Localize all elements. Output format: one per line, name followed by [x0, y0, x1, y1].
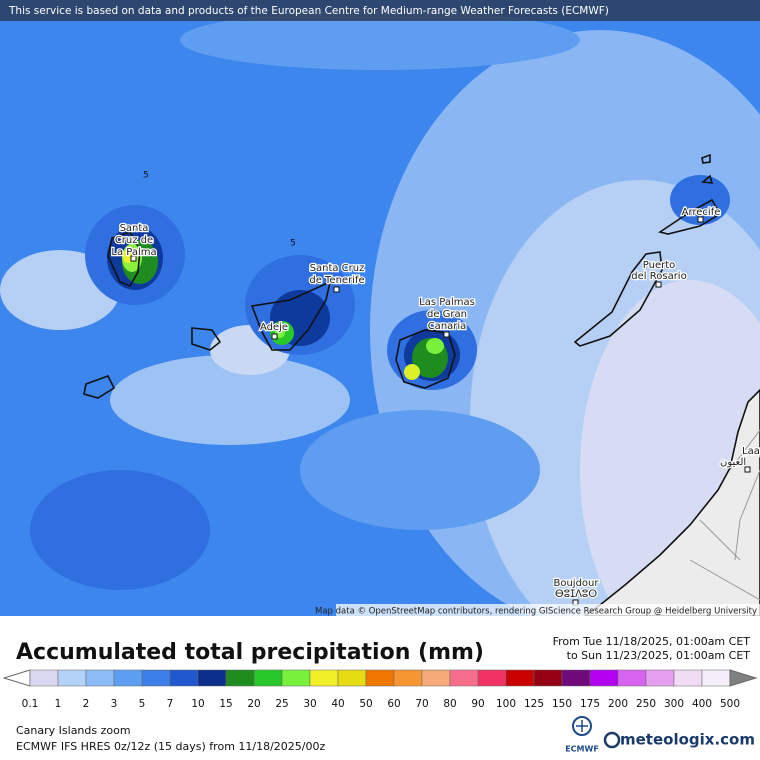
- scale-box: [29, 669, 59, 687]
- island-outlines: [83, 153, 722, 399]
- place-label: ⴱⵓⵊⴷⵓⵔ: [555, 589, 597, 600]
- place-label: de Gran: [427, 309, 467, 320]
- scale-box: [505, 669, 535, 687]
- scale-label: 70: [415, 698, 428, 710]
- meteologix-text[interactable]: meteologix.com: [620, 731, 755, 749]
- scale-box: [337, 669, 367, 687]
- scale-label: 400: [692, 698, 712, 710]
- region: Canary Islands zoom: [16, 724, 131, 737]
- scale-label: 90: [471, 698, 484, 710]
- scale-label: 30: [303, 698, 316, 710]
- scale-box: [225, 669, 255, 687]
- scale-box: [365, 669, 395, 687]
- africa: [583, 388, 760, 616]
- scale-box: [113, 669, 143, 687]
- ecmwf-logo: ECMWF: [565, 716, 599, 754]
- scale-label: 300: [664, 698, 684, 710]
- ecmwf-text: ECMWF: [565, 745, 599, 754]
- scale-label: 175: [580, 698, 600, 710]
- color-scale: 0.1 1 2 3 5 7 10 15 20 25 30 40 50 60 70 80 90 100 125 150 1…: [2, 669, 758, 710]
- scale-arrow-high: [729, 669, 758, 687]
- place-label: Boujdour: [553, 578, 599, 589]
- scale-box: [673, 669, 703, 687]
- period-from: From Tue 11/18/2025, 01:00am CET: [553, 635, 751, 648]
- place-label: Laayoune: [742, 446, 760, 457]
- contour-label: 5: [143, 171, 149, 181]
- scale-label: 7: [167, 698, 174, 710]
- scale-box: [169, 669, 199, 687]
- scale-label: 60: [387, 698, 400, 710]
- scale-label: 40: [331, 698, 344, 710]
- map: Santa Cruz de La Palma Santa Cruz de Ten…: [0, 0, 760, 616]
- scale-box: [449, 669, 479, 687]
- scale-box: [309, 669, 339, 687]
- place-label: Santa Cruz: [310, 263, 365, 274]
- scale-box: [589, 669, 619, 687]
- scale-box: [617, 669, 647, 687]
- scale-box: [533, 669, 563, 687]
- scale-box: [421, 669, 451, 687]
- banner-bg: [0, 0, 760, 21]
- scale-label: 200: [608, 698, 628, 710]
- place-markers: [130, 216, 751, 606]
- scale-label: 0.1: [22, 698, 39, 710]
- scale-label: 150: [552, 698, 572, 710]
- scale-label: 50: [359, 698, 372, 710]
- place-label: Las Palmas: [419, 297, 475, 308]
- scale-label: 20: [247, 698, 260, 710]
- banner: This service is based on data and produc…: [8, 5, 609, 17]
- place-label: العيون: [720, 457, 746, 468]
- scale-label: 3: [111, 698, 118, 710]
- scale-box: [57, 669, 87, 687]
- legend: Accumulated total precipitation (mm) Fro…: [2, 635, 758, 754]
- scale-label: 25: [275, 698, 288, 710]
- scale-box: [281, 669, 311, 687]
- scale-label: 250: [636, 698, 656, 710]
- scale-box: [393, 669, 423, 687]
- place-label: de Tenerife: [309, 275, 364, 286]
- contour-label: 5: [290, 239, 296, 249]
- place-label: Canaria: [428, 321, 467, 332]
- scale-label: 125: [524, 698, 544, 710]
- scale-box: [197, 669, 227, 687]
- model-run: ECMWF IFS HRES 0z/12z (15 days) from 11/…: [16, 740, 326, 753]
- scale-box: [645, 669, 675, 687]
- scale-box: [253, 669, 283, 687]
- scale-label: 80: [443, 698, 456, 710]
- place-label: Santa: [120, 223, 149, 234]
- scale-label: 2: [83, 698, 90, 710]
- place-label: del Rosario: [631, 271, 686, 282]
- scale-label: 5: [139, 698, 146, 710]
- scale-label: 10: [191, 698, 204, 710]
- legend-title: Accumulated total precipitation (mm): [16, 640, 484, 665]
- scale-arrow-low: [2, 669, 31, 687]
- scale-box: [141, 669, 171, 687]
- place-label: Adeje: [260, 322, 288, 333]
- scale-label: 100: [496, 698, 516, 710]
- scale-label: 1: [55, 698, 62, 710]
- place-label: Arrecife: [682, 207, 721, 218]
- meteologix-logo[interactable]: meteologix.com: [603, 731, 755, 749]
- scale-box: [701, 669, 731, 687]
- scale-box: [85, 669, 115, 687]
- place-label: Puerto: [643, 260, 676, 271]
- scale-label: 15: [219, 698, 232, 710]
- attribution: Map data © OpenStreetMap contributors, r…: [315, 607, 757, 617]
- place-label: Cruz de: [115, 235, 153, 246]
- scale-box: [477, 669, 507, 687]
- scale-box: [561, 669, 591, 687]
- attribution-bg: [336, 604, 760, 616]
- place-label: La Palma: [111, 247, 156, 258]
- period-to: to Sun 11/23/2025, 01:00am CET: [567, 649, 751, 662]
- precip-field: [0, 10, 760, 616]
- scale-label: 500: [720, 698, 740, 710]
